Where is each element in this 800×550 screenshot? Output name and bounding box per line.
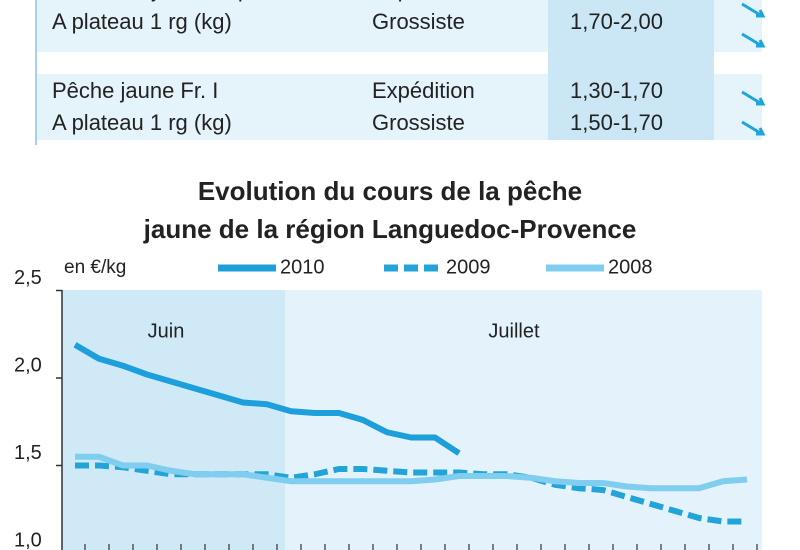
product-name: Nectarine jaune Esp. IA plateau 1 rg (kg… <box>52 0 268 34</box>
legend-label: 2009 <box>446 256 491 278</box>
june-panel <box>62 290 285 550</box>
y-tick-label: 2,5 <box>14 267 42 289</box>
stage: Grossiste <box>372 110 465 135</box>
price: 1,30-1,80 <box>570 0 663 2</box>
table: Nectarine jaune Esp. IA plateau 1 rg (kg… <box>52 0 663 135</box>
legend-label: 2010 <box>280 256 325 278</box>
price: 1,70-2,00 <box>570 9 663 34</box>
stage: Expédition <box>372 78 475 103</box>
chart: Evolution du cours de la pêche jaune de l… <box>14 176 758 550</box>
legend-label: 2008 <box>608 256 653 278</box>
trend-arrows <box>741 2 766 136</box>
arrow-icon <box>741 32 766 48</box>
y-tick-label: 1,5 <box>14 442 42 464</box>
y-tick-label: 2,0 <box>14 354 42 376</box>
price: 1,30-1,70 <box>570 78 663 103</box>
month-label: Juin <box>148 320 185 342</box>
chart-title: Evolution du cours de la pêche jaune de l… <box>143 176 637 244</box>
price: 1,50-1,70 <box>570 110 663 135</box>
stage: Grossiste <box>372 9 465 34</box>
y-tick-label: 1,0 <box>14 529 42 550</box>
arrow-icon <box>741 120 766 136</box>
series-line <box>75 453 748 492</box>
series-line <box>73 342 461 456</box>
arrow-icon <box>741 2 766 18</box>
stage: Expédition <box>372 0 475 2</box>
y-axis-label: en €/kg <box>64 257 126 278</box>
price-column-bg <box>548 0 714 140</box>
month-label: Juillet <box>488 320 540 342</box>
arrow-icon <box>741 90 766 106</box>
